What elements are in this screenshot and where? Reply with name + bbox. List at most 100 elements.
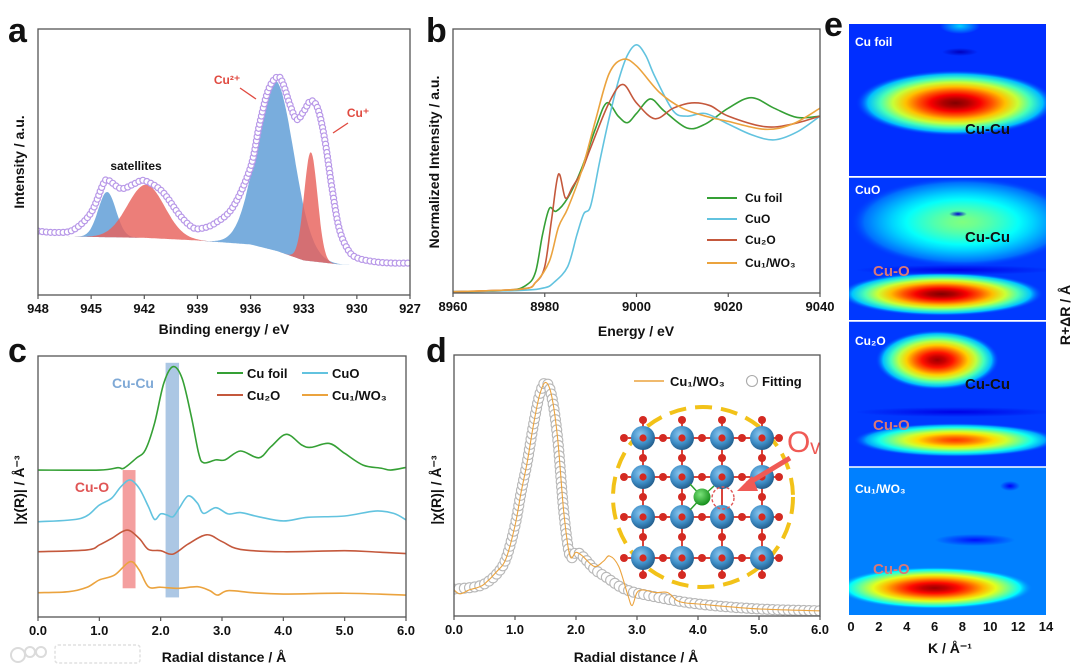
x-axis-label-a: Binding energy / eV [159, 321, 290, 337]
x-tick-label: 2.0 [567, 622, 585, 637]
oxygen-atom [678, 571, 686, 579]
wavelet-transform-maps: Cu foil Cu-Cu CuO Cu-Cu Cu-O Cu₂O Cu-Cu Cu-O Cu₁… [849, 24, 1046, 615]
y-axis-label-b: Normalized Intensity / a.u. [426, 76, 442, 249]
oxygen-atom [639, 554, 647, 562]
x-tick-label: 945 [80, 301, 102, 316]
arrow-cu2plus [239, 87, 257, 100]
x-tick-label: 942 [133, 301, 155, 316]
legend-label: Cu foil [247, 366, 287, 381]
wt-bond-label: Cu-O [873, 417, 910, 434]
wt-intensity-peak [855, 70, 1046, 136]
wt-intensity-peak [853, 423, 1046, 457]
series-line [38, 560, 406, 596]
oxygen-atom [698, 554, 706, 562]
oxygen-atom [678, 473, 686, 481]
oxygen-atom [639, 434, 647, 442]
highlight-band [165, 362, 180, 598]
vacancy-arrowhead [737, 476, 758, 491]
wt-map-1 [849, 177, 1046, 320]
panel-label-c: c [8, 332, 27, 370]
wt-bond-label: Cu-O [873, 263, 910, 280]
x-tick-label: 927 [399, 301, 421, 316]
oxygen-atom [738, 434, 746, 442]
xps-plot-area [38, 73, 410, 267]
wt-map-3 [849, 467, 1046, 615]
oxygen-atom [718, 416, 726, 424]
arrow-cuplus [332, 122, 349, 134]
wt-bond-label: Cu-Cu [965, 376, 1010, 393]
wt-map-title: Cu foil [855, 35, 892, 49]
x-axis-a: 948 945 942 939 936 933 930 927 [27, 295, 421, 316]
oxygen-atom [775, 554, 783, 562]
series-line [38, 479, 406, 523]
legend-b: Cu foil CuO Cu₂O Cu₁/WO₃ [707, 191, 796, 270]
oxygen-atom [718, 473, 726, 481]
x-tick-label: 9020 [714, 299, 743, 314]
oxygen-atom [678, 434, 686, 442]
oxygen-atom [659, 434, 667, 442]
series-line [454, 381, 820, 612]
highlight-band [122, 470, 136, 589]
oxygen-atom [639, 571, 647, 579]
experimental-data-point [404, 259, 410, 267]
wt-intensity-peak [875, 330, 1000, 390]
legend-marker [745, 374, 759, 388]
copper-atom [693, 488, 711, 506]
x-tick-label: 5.0 [750, 622, 768, 637]
oxygen-atom [718, 533, 726, 541]
oxygen-atom [698, 513, 706, 521]
xanes-plot-area [453, 44, 820, 293]
legend-label: Cu₂O [745, 233, 776, 247]
legend-label: Cu foil [745, 191, 782, 205]
oxygen-atom [678, 416, 686, 424]
oxygen-vacancy-marker [711, 486, 735, 510]
panel-a: a 948 945 942 939 936 933 930 927 Binding energ… [8, 12, 421, 337]
x-tick-label: 0.0 [29, 623, 47, 638]
oxygen-vacancy-label: Oᵥ [787, 426, 820, 459]
x-axis-label-c: Radial distance / Å [162, 649, 286, 665]
x-tick-label: 4.0 [274, 623, 292, 638]
oxygen-atom [758, 513, 766, 521]
legend-label: Fitting [762, 374, 802, 389]
wt-bond-label: Cu-O [873, 561, 910, 578]
x-tick-label: 10 [983, 619, 997, 634]
panel-c: c 0.0 1.0 2.0 3.0 4.0 5.0 6.0 Radial distance … [8, 332, 415, 665]
axes-frame-a [37, 28, 411, 296]
structure-inset [611, 405, 795, 589]
x-tick-label: 2 [875, 619, 882, 634]
x-tick-label: 3.0 [628, 622, 646, 637]
x-tick-label: 6.0 [397, 623, 415, 638]
oxygen-atom [758, 434, 766, 442]
fit-component-peak [64, 184, 402, 265]
oxygen-atom [718, 554, 726, 562]
x-tick-label: 933 [293, 301, 315, 316]
oxygen-atom [758, 554, 766, 562]
oxygen-atom [639, 473, 647, 481]
oxygen-atom [738, 473, 746, 481]
wt-map-2 [849, 321, 1046, 467]
x-tick-label: 2.0 [152, 623, 170, 638]
wt-feature [855, 265, 1046, 275]
oxygen-atom [639, 454, 647, 462]
series-line [453, 96, 820, 293]
legend-label: Cu₁/WO₃ [332, 388, 387, 403]
x-tick-label: 12 [1011, 619, 1025, 634]
x-tick-label: 948 [27, 301, 49, 316]
oxygen-atom [678, 554, 686, 562]
legend-c: Cu foil CuO Cu₂O Cu₁/WO₃ [217, 366, 387, 403]
oxygen-atom [775, 473, 783, 481]
x-tick-label: 9040 [806, 299, 835, 314]
annotation-cu-o: Cu-O [75, 479, 109, 495]
x-tick-label: 0 [847, 619, 854, 634]
legend-d: Cu₁/WO₃ Fitting [634, 374, 802, 389]
x-tick-label: 8 [959, 619, 966, 634]
panel-label-d: d [426, 332, 447, 370]
oxygen-atom [620, 554, 628, 562]
fitting-plot-area [454, 378, 820, 616]
x-tick-label: 9000 [622, 299, 651, 314]
oxygen-atom [678, 533, 686, 541]
x-tick-label: 8960 [439, 299, 468, 314]
oxygen-atom [659, 513, 667, 521]
x-tick-label: 6 [931, 619, 938, 634]
